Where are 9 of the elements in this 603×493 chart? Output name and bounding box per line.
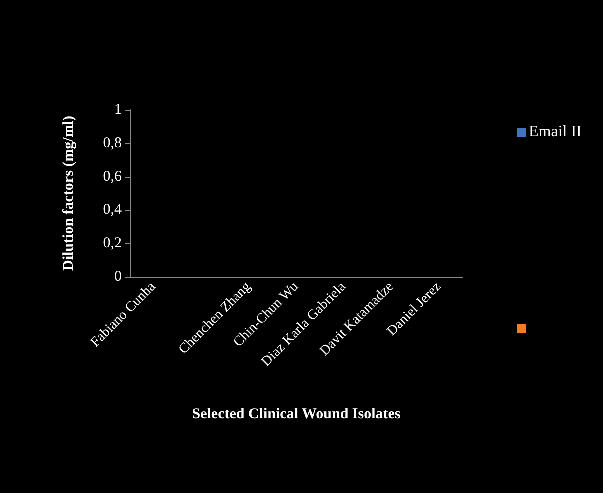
y-tick-label: 1 (114, 102, 122, 118)
legend-label: Email II (529, 124, 582, 140)
y-tick-label: 0,6 (103, 168, 122, 185)
y-axis-title: Dilution factors (mg/ml) (61, 116, 77, 271)
x-axis-title: Selected Clinical Wound Isolates (192, 406, 401, 422)
y-tick-label: 0 (114, 269, 122, 285)
y-tick-label: 0,2 (103, 236, 122, 252)
y-tick-label: 0,4 (103, 202, 122, 218)
y-tick-label: 0,8 (103, 135, 122, 152)
